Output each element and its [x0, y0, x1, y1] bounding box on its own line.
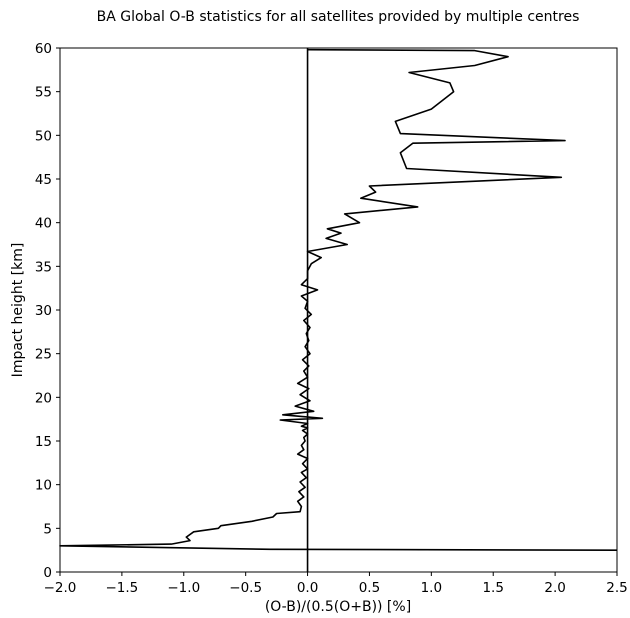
y-tick-label: 15 — [35, 434, 52, 450]
x-tick-label: 0.0 — [297, 580, 318, 596]
y-axis-label: Impact height [km] — [10, 243, 26, 378]
y-tick-label: 35 — [35, 259, 52, 275]
y-tick-label: 55 — [35, 85, 52, 101]
x-tick-label: 0.5 — [359, 580, 380, 596]
x-axis: −2.0 −1.5 −1.0 −0.5 0.0 0.5 1.0 1.5 2.0 2.5 — [44, 572, 628, 596]
series-line — [59, 48, 618, 551]
x-tick-label: −1.5 — [105, 580, 138, 596]
chart-title: BA Global O-B statistics for all satelli… — [97, 9, 580, 25]
x-axis-label: (O-B)/(0.5(O+B)) [%] — [265, 599, 411, 615]
y-axis: 0 5 10 15 20 25 30 35 40 45 50 55 60 — [35, 41, 60, 581]
y-tick-label: 0 — [43, 565, 52, 581]
y-tick-label: 25 — [35, 347, 52, 363]
y-tick-label: 50 — [35, 128, 52, 144]
x-tick-label: −0.5 — [229, 580, 262, 596]
y-tick-label: 40 — [35, 216, 52, 232]
y-tick-label: 45 — [35, 172, 52, 188]
y-tick-label: 10 — [35, 478, 52, 494]
x-tick-label: 2.0 — [544, 580, 565, 596]
x-tick-label: 1.0 — [421, 580, 442, 596]
x-tick-label: 2.5 — [606, 580, 627, 596]
plot-frame — [59, 47, 618, 573]
x-tick-label: 1.5 — [482, 580, 503, 596]
y-tick-label: 30 — [35, 303, 52, 319]
y-tick-label: 60 — [35, 41, 52, 57]
y-tick-label: 5 — [43, 521, 52, 537]
y-tick-label: 20 — [35, 390, 52, 406]
x-tick-label: −1.0 — [167, 580, 200, 596]
x-tick-label: −2.0 — [44, 580, 77, 596]
